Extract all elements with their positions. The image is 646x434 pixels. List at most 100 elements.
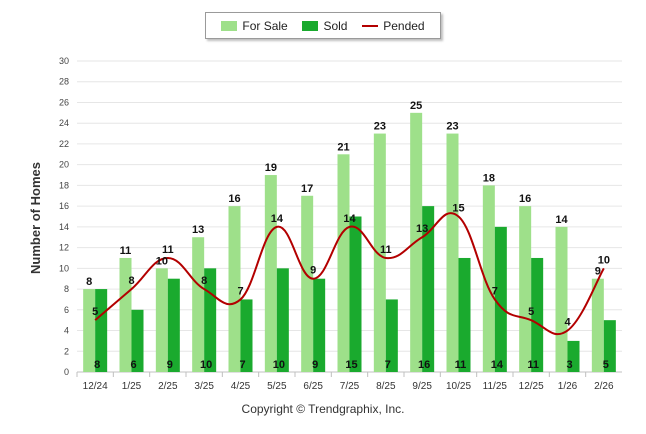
- data-label-sold: 10: [200, 359, 212, 371]
- bar-sold: [385, 299, 398, 372]
- data-label-for-sale: 9: [595, 266, 601, 278]
- data-label-sold: 5: [603, 359, 609, 371]
- data-label-sold: 9: [312, 359, 318, 371]
- data-label-pended: 5: [528, 306, 534, 318]
- y-tick-label: 2: [64, 346, 69, 356]
- data-label-pended: 14: [271, 213, 284, 225]
- x-tick-label: 12/25: [519, 381, 544, 392]
- data-label-pended: 13: [416, 223, 428, 235]
- bar-sold: [95, 289, 108, 372]
- legend-item-pended[interactable]: Pended: [362, 18, 425, 33]
- bar-for-sale: [228, 206, 241, 372]
- data-label-pended: 7: [237, 285, 243, 297]
- data-label-sold: 3: [566, 359, 572, 371]
- legend-item-for-sale[interactable]: For Sale: [221, 18, 288, 33]
- y-tick-label: 28: [59, 77, 69, 87]
- data-label-sold: 7: [385, 359, 391, 371]
- bar-sold: [494, 226, 507, 372]
- data-label-pended: 11: [380, 244, 392, 256]
- x-tick-label: 6/25: [303, 381, 323, 392]
- x-tick-label: 11/25: [483, 381, 508, 392]
- data-label-for-sale: 8: [86, 276, 92, 288]
- bar-sold: [313, 278, 326, 372]
- data-label-for-sale: 14: [555, 214, 568, 226]
- bar-for-sale: [119, 257, 132, 372]
- data-label-pended: 15: [452, 203, 464, 215]
- x-tick-label: 1/25: [122, 381, 142, 392]
- data-label-sold: 9: [167, 359, 173, 371]
- data-label-for-sale: 25: [410, 100, 422, 112]
- bar-sold: [567, 340, 580, 372]
- data-label-for-sale: 16: [519, 193, 531, 205]
- y-axis-title: Number of Homes: [28, 162, 43, 274]
- data-label-pended: 7: [492, 285, 498, 297]
- x-tick-label: 5/25: [267, 381, 287, 392]
- y-tick-label: 26: [59, 97, 69, 107]
- data-label-for-sale: 17: [301, 183, 313, 195]
- data-label-for-sale: 18: [483, 172, 495, 184]
- y-tick-label: 4: [64, 326, 69, 336]
- bar-sold: [349, 216, 362, 372]
- x-tick-label: 1/26: [558, 381, 578, 392]
- data-label-for-sale: 23: [446, 121, 458, 133]
- data-label-pended: 8: [201, 275, 207, 287]
- legend-line-pended: [362, 24, 379, 27]
- data-label-sold: 11: [527, 359, 539, 371]
- data-label-pended: 9: [310, 265, 316, 277]
- bar-for-sale: [519, 206, 532, 372]
- data-label-sold: 10: [273, 359, 285, 371]
- legend-label-for-sale: For Sale: [242, 18, 288, 33]
- x-tick-label: 2/25: [158, 381, 178, 392]
- bar-for-sale: [83, 289, 96, 372]
- bar-for-sale: [301, 195, 314, 372]
- y-tick-label: 8: [64, 284, 69, 294]
- data-label-pended: 5: [92, 306, 98, 318]
- y-tick-label: 0: [64, 367, 69, 377]
- pended-line-layer: [94, 212, 605, 336]
- data-label-pended: 4: [564, 317, 571, 329]
- data-label-pended: 14: [343, 213, 356, 225]
- x-tick-label: 10/25: [446, 381, 471, 392]
- legend-label-sold: Sold: [323, 18, 348, 33]
- bar-sold: [276, 268, 289, 372]
- y-tick-label: 6: [64, 305, 69, 315]
- bars: [83, 112, 616, 372]
- legend-item-sold[interactable]: Sold: [302, 19, 347, 33]
- y-tick-label: 14: [59, 222, 69, 232]
- x-tick-label: 3/25: [194, 381, 214, 392]
- legend-swatch-for-sale: [221, 20, 238, 31]
- y-tick-label: 20: [59, 160, 69, 170]
- data-label-for-sale: 11: [120, 245, 132, 257]
- bar-for-sale: [373, 133, 386, 372]
- legend-label-pended: Pended: [383, 18, 425, 33]
- legend: For Sale Sold Pended: [205, 12, 441, 39]
- y-tick-label: 16: [59, 201, 69, 211]
- y-tick-label: 18: [59, 180, 69, 190]
- bar-for-sale: [591, 278, 604, 372]
- bar-for-sale: [446, 133, 459, 372]
- bar-sold: [240, 299, 253, 372]
- x-tick-label: 9/25: [412, 381, 432, 392]
- data-label-pended: 8: [128, 275, 134, 287]
- x-tick-label: 12/24: [83, 381, 108, 392]
- data-label-sold: 16: [418, 359, 430, 371]
- data-label-for-sale: 13: [192, 224, 204, 236]
- data-label-for-sale: 19: [265, 162, 277, 174]
- data-label-for-sale: 16: [228, 193, 240, 205]
- y-tick-label: 10: [59, 263, 69, 273]
- legend-swatch-sold: [302, 20, 319, 31]
- data-label-sold: 6: [130, 359, 136, 371]
- bar-for-sale: [482, 185, 495, 372]
- data-labels: 8811610913101671910179211523725162311181…: [86, 100, 610, 371]
- bar-for-sale: [555, 226, 568, 372]
- x-tick-label: 8/25: [376, 381, 396, 392]
- bar-sold: [531, 257, 544, 372]
- data-label-sold: 14: [491, 359, 504, 371]
- y-tick-label: 24: [59, 118, 69, 128]
- bar-sold: [458, 257, 471, 372]
- data-label-for-sale: 23: [374, 121, 386, 133]
- bar-sold: [422, 206, 435, 372]
- y-tick-label: 30: [59, 56, 69, 66]
